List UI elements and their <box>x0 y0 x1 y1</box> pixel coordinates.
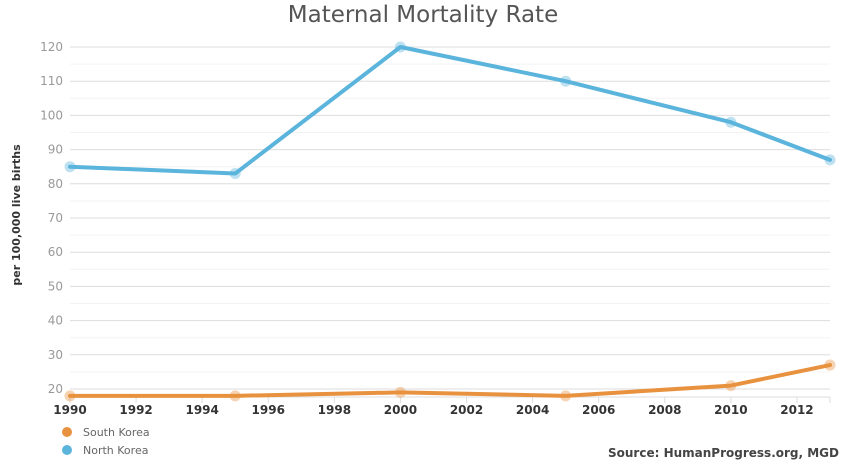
y-tick-label: 40 <box>48 314 63 328</box>
x-axis: 1990 1992 1994 1996 1998 2000 2002 2004 2006 2008… <box>53 396 831 417</box>
series-south-korea <box>64 359 836 402</box>
x-tick-label: 1992 <box>119 403 152 417</box>
data-point-south-korea[interactable] <box>824 359 836 371</box>
data-point-south-korea[interactable] <box>229 390 241 402</box>
series-line-north-korea <box>68 45 832 176</box>
legend-marker-icon <box>62 445 72 455</box>
data-point-north-korea[interactable] <box>394 41 406 53</box>
legend-label: North Korea <box>83 444 148 457</box>
data-point-north-korea[interactable] <box>560 75 572 87</box>
y-tick-label: 20 <box>48 382 63 396</box>
series-group <box>64 41 836 402</box>
y-tick-label: 30 <box>48 348 63 362</box>
y-tick-label: 50 <box>48 279 63 293</box>
y-tick-label: 100 <box>40 108 63 122</box>
x-tick-label: 2006 <box>582 403 615 417</box>
legend-label: South Korea <box>83 426 150 439</box>
data-point-north-korea[interactable] <box>824 154 836 166</box>
y-tick-label: 90 <box>48 143 63 157</box>
x-tick-label: 1990 <box>53 403 86 417</box>
x-tick-label: 2002 <box>450 403 483 417</box>
series-line-south-korea <box>68 363 832 398</box>
legend-item-south-korea[interactable]: South Korea <box>62 426 150 439</box>
x-tick-label: 2000 <box>384 403 417 417</box>
y-tick-label: 110 <box>40 74 63 88</box>
x-tick-label: 2008 <box>648 403 681 417</box>
x-tick-label: 2004 <box>516 403 549 417</box>
data-point-north-korea[interactable] <box>64 161 76 173</box>
x-tick-label: 1994 <box>185 403 218 417</box>
y-tick-label: 120 <box>40 40 63 54</box>
data-point-south-korea[interactable] <box>725 380 737 392</box>
x-tick-label: 1996 <box>252 403 285 417</box>
legend-item-north-korea[interactable]: North Korea <box>62 444 148 457</box>
x-tick-label: 2010 <box>714 403 747 417</box>
data-point-south-korea[interactable] <box>560 390 572 402</box>
y-tick-label: 70 <box>48 211 63 225</box>
y-axis-label: per 100,000 live births <box>10 144 23 286</box>
legend-marker-icon <box>62 427 72 437</box>
y-axis-ticks: 20 30 40 50 60 70 80 90 100 110 120 <box>40 40 63 396</box>
data-point-north-korea[interactable] <box>229 168 241 180</box>
data-point-south-korea[interactable] <box>394 386 406 398</box>
series-north-korea <box>64 41 836 180</box>
x-tick-label: 2012 <box>780 403 813 417</box>
source-note: Source: HumanProgress.org, MGD <box>608 446 839 460</box>
y-tick-label: 60 <box>48 245 63 259</box>
data-point-north-korea[interactable] <box>725 116 737 128</box>
legend[interactable]: South Korea North Korea <box>62 426 150 457</box>
y-tick-label: 80 <box>48 177 63 191</box>
chart-title: Maternal Mortality Rate <box>288 2 558 28</box>
data-point-south-korea[interactable] <box>64 390 76 402</box>
x-tick-label: 1998 <box>318 403 351 417</box>
gridlines <box>70 46 830 390</box>
